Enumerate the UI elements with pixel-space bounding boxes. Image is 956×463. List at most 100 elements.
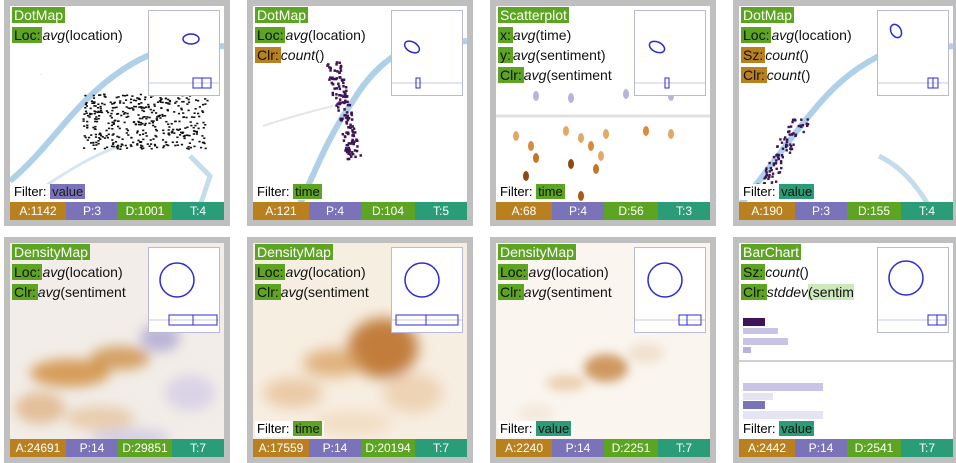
viz-card-dotmap-3[interactable]: DotMap Loc: avg(location) Sz: count() Clr:…	[733, 0, 956, 226]
map-dot	[339, 69, 343, 72]
map-dot	[349, 153, 352, 156]
map-dot	[117, 112, 120, 115]
map-dot	[92, 97, 96, 99]
map-dot	[195, 99, 198, 101]
map-dot	[184, 127, 187, 129]
map-dot	[159, 101, 163, 103]
map-dot	[99, 107, 102, 110]
map-dot	[186, 134, 190, 137]
viz-card-dotmap-2[interactable]: DotMap Loc: avg(location) Clr: count() Fil…	[247, 0, 473, 226]
map-dot	[764, 176, 767, 179]
map-dot	[142, 133, 145, 135]
map-dot	[162, 132, 165, 135]
map-dot	[350, 151, 354, 154]
map-dot	[164, 97, 168, 100]
map-dot	[126, 129, 129, 132]
map-dot	[352, 142, 355, 145]
map-dot	[136, 143, 139, 145]
map-dot	[177, 112, 181, 115]
map-dot	[160, 107, 163, 110]
stat-t: T:7	[415, 439, 467, 457]
viz-card-densitymap-3[interactable]: DensityMap Loc: avg(location) Clr: avg(sen…	[490, 237, 716, 463]
map-dot	[158, 100, 162, 102]
map-dot	[341, 101, 345, 104]
map-dot	[786, 138, 789, 141]
scatter-point	[578, 191, 584, 201]
map-dot	[350, 118, 354, 121]
map-dot	[174, 120, 177, 123]
map-dot	[152, 124, 155, 127]
map-dot	[178, 120, 181, 123]
map-dot	[121, 144, 124, 146]
inset-marks	[878, 260, 948, 326]
map-dot	[105, 110, 108, 112]
map-dot	[97, 117, 100, 120]
map-dot	[87, 136, 91, 139]
map-dot	[98, 115, 101, 117]
map-dot	[767, 177, 770, 181]
map-dot	[161, 101, 164, 104]
map-dot	[784, 136, 787, 139]
map-dot	[99, 138, 102, 140]
map-dot	[155, 119, 159, 121]
map-dot	[145, 117, 148, 120]
map-dot	[94, 111, 97, 113]
map-dot	[164, 102, 168, 104]
map-dot	[339, 76, 342, 79]
map-dot	[775, 167, 778, 170]
map-dot	[203, 142, 206, 145]
map-dot	[90, 142, 93, 144]
map-dot	[339, 101, 342, 105]
stat-d: D:56	[604, 202, 658, 220]
map-dot	[92, 94, 95, 97]
map-dot	[118, 127, 121, 130]
map-dot	[141, 123, 144, 125]
stats-bar: A:68 P:4 D:56 T:3	[496, 202, 710, 220]
filter-label: Filter: value	[12, 184, 88, 200]
map-dot	[141, 117, 144, 120]
map-dot	[95, 144, 98, 146]
encoding-line: Sz: count()	[741, 47, 809, 63]
map-dot	[109, 115, 112, 117]
map-dot	[111, 143, 115, 145]
mini-inset	[148, 10, 220, 96]
map-dot	[162, 145, 166, 147]
mini-inset	[877, 10, 949, 96]
map-dot	[124, 112, 127, 114]
map-dot	[762, 182, 766, 185]
map-dot	[787, 130, 790, 134]
viz-card-dotmap-1[interactable]: · DotMap Loc: avg(location) Filter: value…	[4, 0, 230, 226]
map-dot	[108, 127, 111, 130]
encoding-line: Sz: count()	[741, 264, 809, 280]
map-dot	[162, 129, 165, 132]
map-dot	[771, 172, 775, 175]
map-dot	[335, 96, 338, 100]
map-dot	[805, 122, 808, 125]
map-dot	[768, 175, 771, 179]
viz-card-densitymap-1[interactable]: DensityMap Loc: avg(location) Clr: avg(sen…	[4, 237, 230, 463]
map-dot	[764, 169, 768, 172]
inset-marks	[878, 23, 948, 89]
viz-card-scatterplot[interactable]: Scatterplot x: avg(time) y: avg(sentiment)…	[490, 0, 716, 226]
map-dot	[138, 134, 142, 136]
map-dot	[193, 116, 196, 118]
map-dot	[126, 94, 129, 97]
map-dot	[127, 115, 130, 118]
map-dot	[92, 101, 95, 103]
map-dot	[198, 140, 201, 143]
scatter-point	[603, 129, 609, 139]
filter-value: value	[50, 184, 86, 199]
map-dot	[141, 145, 144, 147]
viz-card-densitymap-2[interactable]: DensityMap Loc: avg(location) Clr: avg(sen…	[247, 237, 473, 463]
map-dot	[171, 130, 174, 133]
filter-label: Filter: time	[498, 184, 567, 200]
map-dot	[99, 132, 102, 135]
filter-label: Filter: time	[255, 421, 324, 437]
viz-card-barchart[interactable]: BarChart Sz: count() Clr: stddev(sentim Fi…	[733, 237, 956, 463]
map-dot	[168, 100, 172, 103]
map-dot	[785, 140, 789, 144]
map-dot	[768, 161, 771, 165]
map-dot	[191, 138, 194, 141]
map-dot	[343, 94, 346, 97]
map-dot	[350, 112, 353, 115]
